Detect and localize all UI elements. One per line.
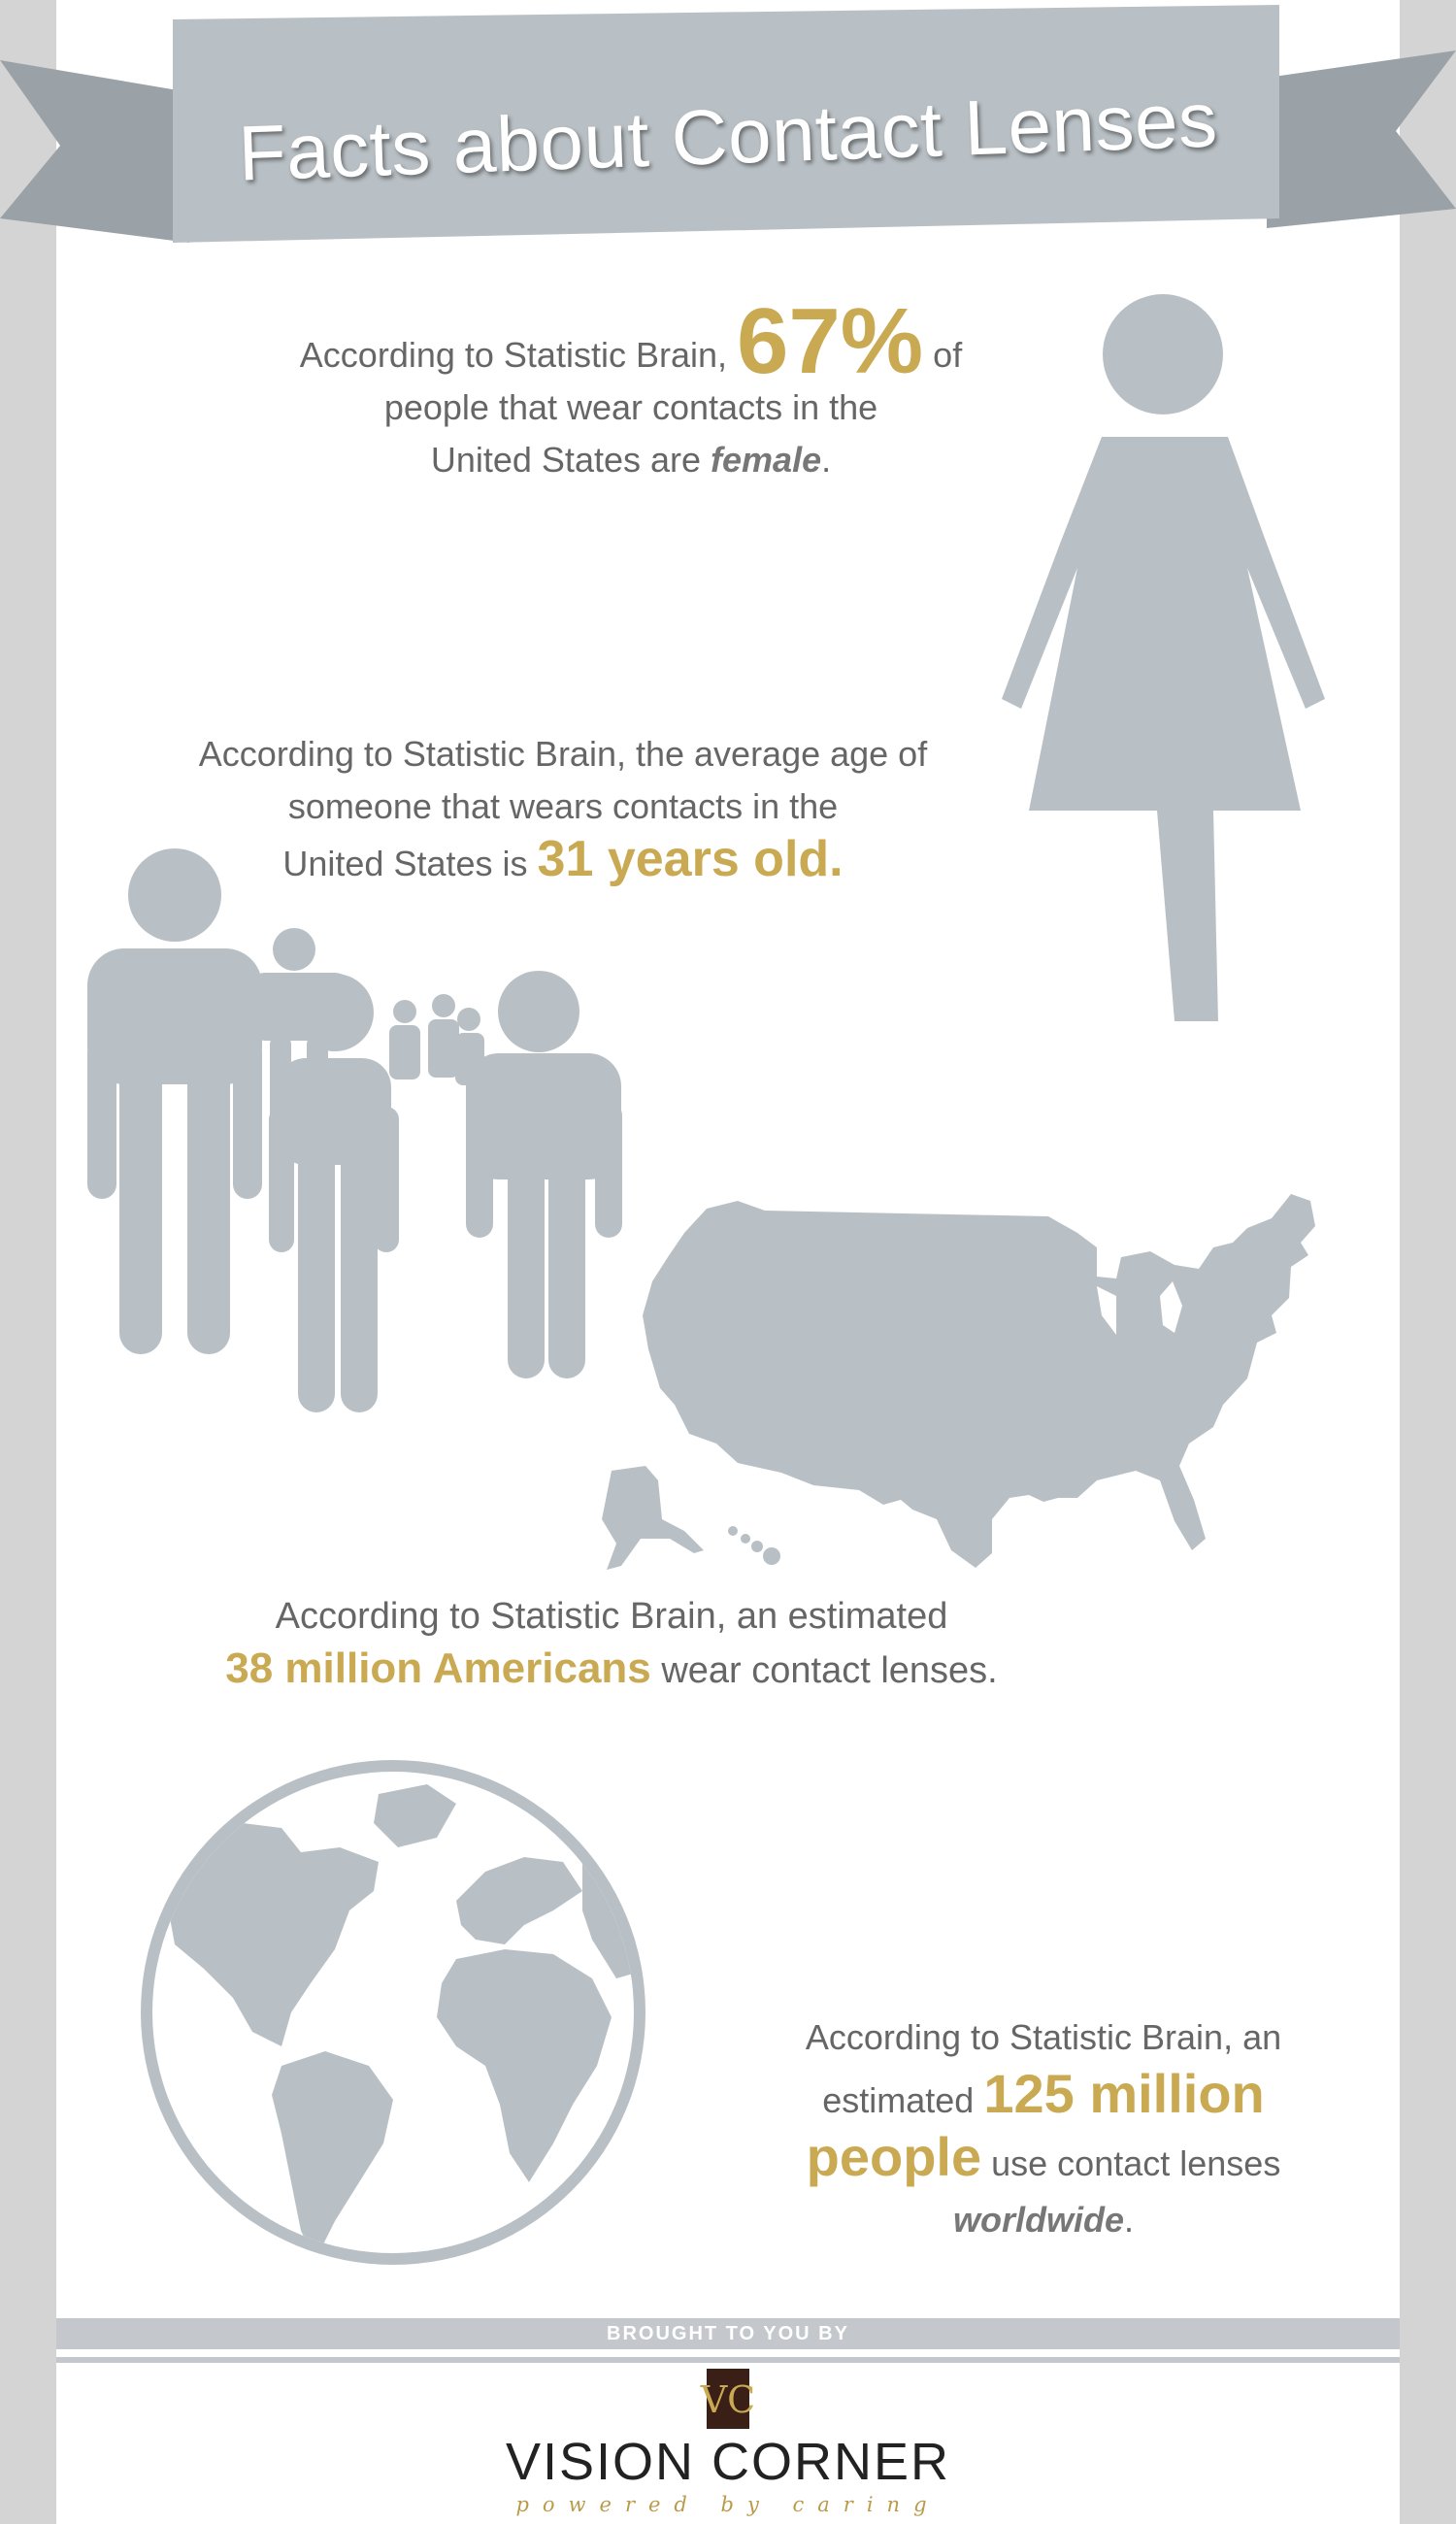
fact1-line1-post: of bbox=[933, 335, 963, 375]
brand-name: VISION CORNER bbox=[505, 2433, 951, 2491]
brand-tagline: powered by caring bbox=[515, 2493, 941, 2516]
right-side-strip bbox=[1400, 0, 1456, 2524]
fact4-line1: According to Statistic Brain, an bbox=[805, 2017, 1282, 2057]
fact3-line1: According to Statistic Brain, an estimat… bbox=[275, 1596, 948, 1637]
fact1-line3-pre: United States are bbox=[430, 440, 702, 480]
fact4-line4-post: . bbox=[1124, 2200, 1135, 2240]
usa-map-icon bbox=[602, 1194, 1315, 1570]
fact2-line2: someone that wears contacts in the bbox=[287, 786, 839, 826]
fact-worldwide: According to Statistic Brain, an estimat… bbox=[738, 2009, 1349, 2248]
logo-mark-text: VC bbox=[700, 2378, 756, 2421]
fact-americans: According to Statistic Brain, an estimat… bbox=[126, 1590, 1097, 1697]
fact4-highlight2: people bbox=[806, 2126, 982, 2187]
fact4-highlight1: 125 million bbox=[983, 2063, 1265, 2124]
fact1-line2: people that wear contacts in the bbox=[383, 387, 878, 427]
fact4-line3-post: use contact lenses bbox=[991, 2143, 1281, 2183]
fact2-line3-pre: United States is bbox=[282, 844, 528, 883]
people-group-icon bbox=[87, 848, 622, 1412]
globe-icon bbox=[141, 1760, 645, 2265]
fact4-emphasis: worldwide bbox=[952, 2200, 1124, 2240]
fact2-line1: According to Statistic Brain, the averag… bbox=[198, 734, 928, 774]
brought-to-you-bar: BROUGHT TO YOU BY bbox=[56, 2318, 1400, 2349]
fact1-line1-pre: According to Statistic Brain, bbox=[299, 335, 727, 375]
fact-average-age: According to Statistic Brain, the averag… bbox=[126, 728, 1000, 890]
vision-corner-logo-icon: VC bbox=[700, 2369, 756, 2429]
woman-icon bbox=[1002, 294, 1325, 1021]
left-side-strip bbox=[0, 0, 56, 2524]
fact3-line2-post: wear contact lenses. bbox=[661, 1650, 998, 1691]
fact3-highlight: 38 million Americans bbox=[225, 1644, 651, 1692]
title-ribbon bbox=[0, 5, 1456, 243]
footer-divider bbox=[56, 2357, 1400, 2363]
fact1-line3-post: . bbox=[821, 440, 832, 480]
fact2-highlight: 31 years old. bbox=[537, 831, 844, 887]
fact1-emphasis: female bbox=[711, 440, 822, 480]
fact4-line2-pre: estimated bbox=[822, 2080, 975, 2120]
fact1-highlight: 67% bbox=[737, 289, 924, 393]
fact-female: According to Statistic Brain, 67% of peo… bbox=[194, 295, 1068, 486]
